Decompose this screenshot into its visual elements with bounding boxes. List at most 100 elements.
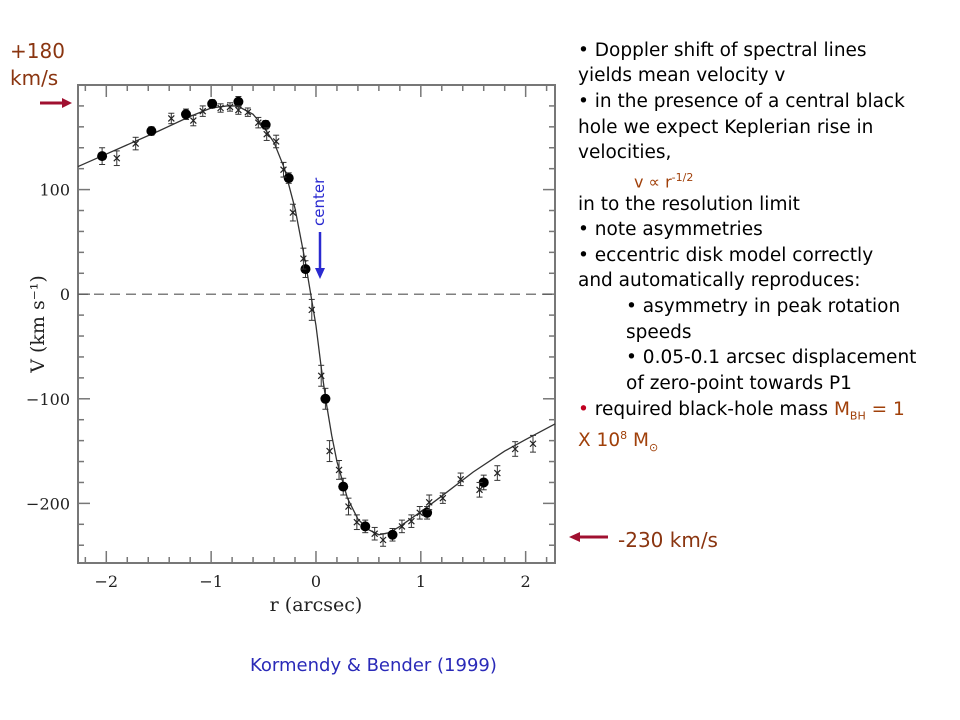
- cross-marker: [272, 138, 280, 145]
- max-velocity-value: +180: [10, 39, 65, 63]
- x-tick-label: −2: [95, 572, 119, 591]
- y-tick-label: 100: [39, 181, 70, 200]
- data-point-cross: [254, 116, 262, 129]
- data-point-cross: [345, 497, 352, 516]
- circle-marker: [233, 96, 244, 107]
- data-point-cross: [416, 506, 424, 520]
- circle-marker: [338, 481, 349, 492]
- data-point-filled: [360, 519, 371, 534]
- cross-marker: [398, 522, 406, 530]
- cross-marker: [113, 154, 121, 162]
- cross-marker: [132, 140, 140, 147]
- cross-marker: [345, 503, 352, 510]
- center-label: center: [310, 177, 328, 226]
- cross-marker: [371, 530, 379, 538]
- solar-symbol: ⊙: [648, 440, 659, 454]
- bullet-dot: •: [578, 399, 589, 420]
- cross-marker: [254, 119, 262, 127]
- x-tick-label: −1: [199, 572, 223, 591]
- data-point-filled: [146, 126, 157, 137]
- data-point-filled: [387, 527, 398, 542]
- circle-marker: [180, 109, 191, 120]
- data-point-cross: [371, 526, 379, 541]
- x-tick-label: 2: [521, 572, 531, 591]
- data-point-cross: [439, 492, 447, 504]
- data-point-cross: [113, 150, 121, 167]
- data-point-filled: [422, 506, 433, 520]
- data-point-filled: [478, 474, 489, 491]
- circle-marker: [360, 521, 371, 532]
- sub-bullet-displacement-cont: of zero-point towards P1: [626, 373, 852, 394]
- formula-base: v ∝ r: [634, 172, 672, 192]
- data-point-cross: [308, 298, 316, 321]
- circle-marker: [283, 173, 294, 184]
- x-axis-label: r (arcsec): [270, 594, 363, 616]
- data-point-filled: [180, 108, 191, 121]
- cross-marker: [511, 445, 519, 453]
- model-curve: [77, 105, 556, 536]
- cross-marker: [326, 447, 334, 455]
- data-point-cross: [326, 440, 334, 463]
- solar-mass-m: M: [627, 430, 649, 452]
- bullet-eccentric-disk: • eccentric disk model correctly: [578, 245, 874, 266]
- circle-marker: [387, 529, 398, 540]
- exponent: 8: [620, 429, 628, 442]
- data-point-filled: [97, 147, 108, 165]
- circle-marker: [260, 119, 271, 130]
- bullet-black-hole-cont3: in to the resolution limit: [578, 194, 800, 215]
- cross-marker: [244, 108, 252, 116]
- cross-marker: [407, 517, 415, 525]
- cross-marker: [289, 209, 297, 217]
- bullet-doppler-cont: yields mean velocity v: [578, 65, 786, 86]
- bullet-bh-mass: • required black-hole mass MBH = 1: [578, 397, 905, 429]
- cross-marker: [439, 494, 447, 502]
- cross-marker: [416, 509, 424, 517]
- data-point-cross: [280, 161, 287, 178]
- bh-mass-cont: X 108 M⊙: [578, 423, 658, 460]
- data-point-filled: [233, 96, 244, 108]
- y-tick-label: −100: [26, 390, 70, 409]
- data-point-cross: [132, 136, 140, 151]
- bh-mass-value: = 1: [865, 399, 905, 420]
- data-point-filled: [283, 172, 294, 184]
- y-tick-label: 0: [60, 285, 70, 304]
- bullet-doppler: • Doppler shift of spectral lines: [578, 40, 867, 61]
- center-arrow-icon: [315, 232, 325, 279]
- y-tick-label: −200: [26, 494, 70, 513]
- data-point-cross: [289, 203, 297, 222]
- m-symbol: M: [833, 399, 850, 420]
- data-point-cross: [457, 472, 465, 487]
- bh-mass-text: required black-hole mass: [588, 399, 834, 420]
- data-point-filled: [320, 387, 331, 410]
- cross-marker: [217, 104, 225, 112]
- cross-marker: [308, 306, 316, 314]
- data-point-cross: [511, 441, 519, 457]
- cross-marker: [234, 106, 242, 114]
- data-point-cross: [529, 434, 537, 453]
- bullet-black-hole-cont: hole we expect Keplerian rise in: [578, 117, 874, 138]
- ten-power: X 10: [578, 430, 621, 452]
- data-point-cross: [379, 533, 387, 547]
- max-velocity-unit: km/s: [10, 66, 59, 90]
- circle-marker: [146, 126, 157, 137]
- data-point-cross: [167, 112, 175, 125]
- data-point-cross: [353, 514, 361, 531]
- data-point-cross: [217, 103, 225, 113]
- sub-bullet-asymmetry-cont: speeds: [626, 322, 692, 343]
- cross-marker: [263, 130, 271, 138]
- cross-marker: [317, 372, 325, 380]
- cross-marker: [379, 536, 387, 544]
- cross-marker: [226, 103, 234, 111]
- x-tick-label: 1: [416, 572, 426, 591]
- data-point-filled: [207, 98, 218, 109]
- cross-marker: [476, 486, 483, 494]
- data-point-cross: [335, 459, 343, 480]
- cross-marker: [457, 475, 465, 483]
- data-point-filled: [260, 119, 271, 130]
- y-axis-label: V (km s⁻¹): [27, 275, 49, 374]
- bullet-asymmetries: • note asymmetries: [578, 219, 763, 240]
- data-point-cross: [199, 105, 207, 117]
- cross-marker: [167, 115, 175, 122]
- data-point-filled: [338, 477, 349, 496]
